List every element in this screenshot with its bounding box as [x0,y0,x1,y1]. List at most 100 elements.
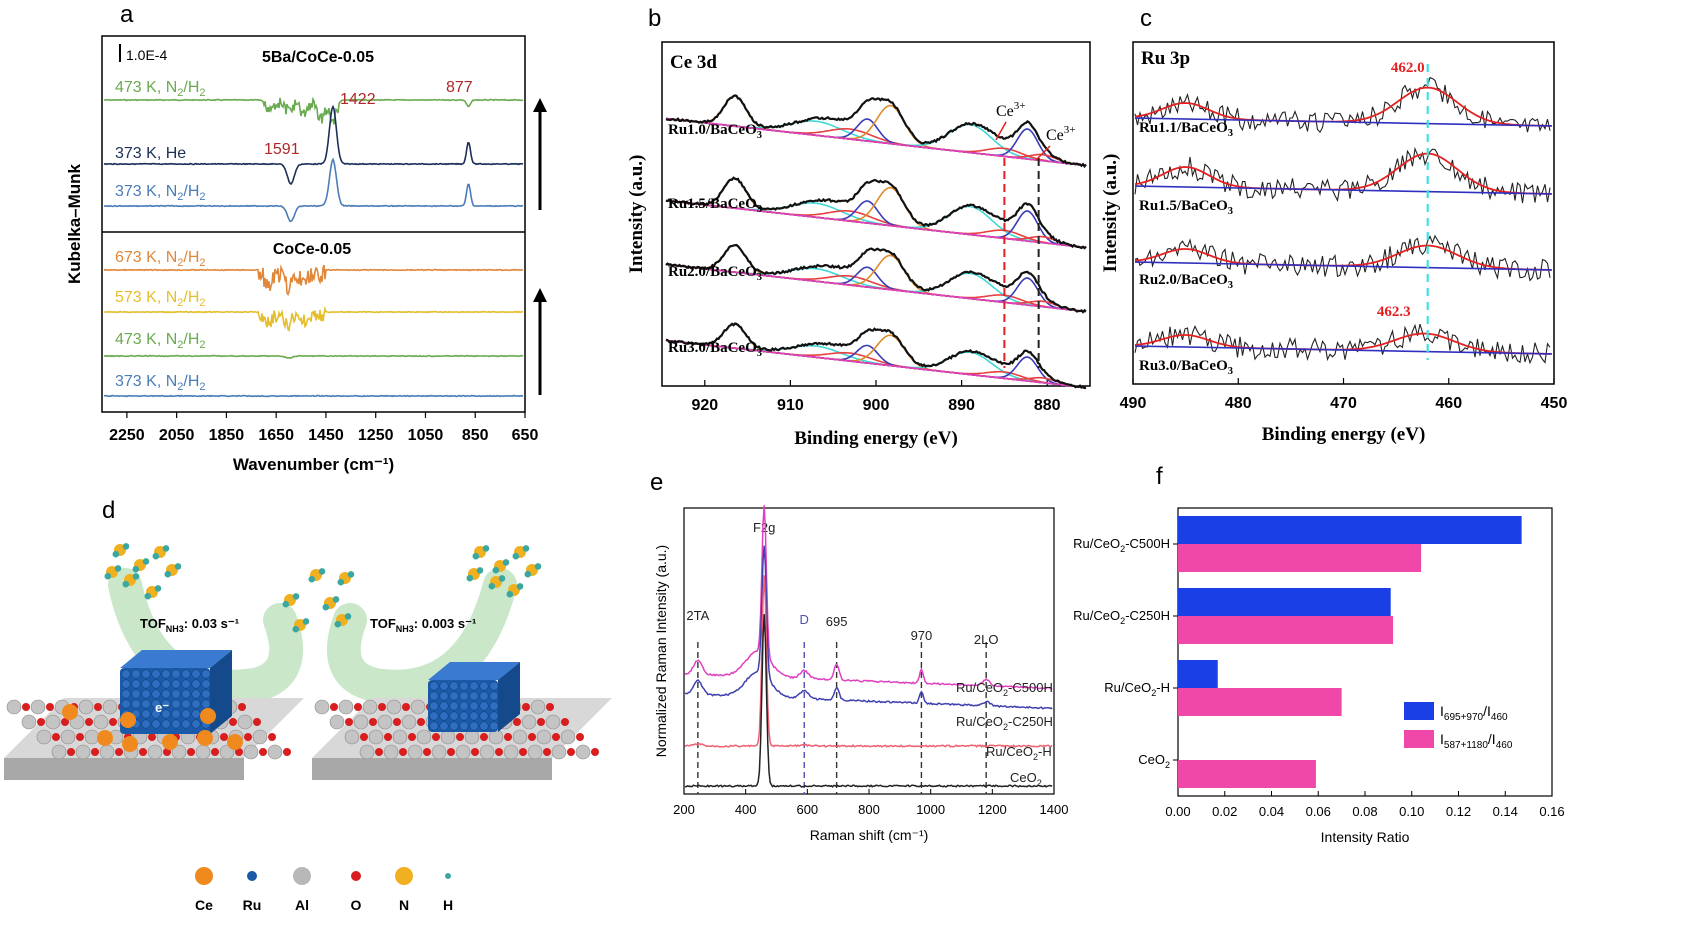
support-atom-o [447,748,455,756]
series-label: Ru1.1/BaCeO3 [1139,120,1233,139]
support-atom-al [377,714,393,730]
ru-atom [479,721,489,731]
support-atom-al [401,714,417,730]
peak-annotation: 877 [446,79,473,96]
peak-label: 2TA [686,608,709,623]
series-label: Ru/CeO2-C250H [956,714,1053,732]
series-label: Ru1.0/BaCeO3 [668,122,762,141]
y-tick-label: CeO2 [1138,752,1170,770]
ru-atom [161,699,171,709]
series-label: Ru/CeO2-C500H [956,680,1053,698]
text-tail: -H [1038,744,1052,759]
text-subscript: 3 [1228,128,1233,139]
fit-background [1134,117,1553,127]
text-main: 673 K, N [115,249,177,266]
molecule-atom [502,559,510,566]
support-atom-al [503,744,519,760]
series-label: CeO2 [1010,770,1042,788]
x-axis-title: Raman shift (cm⁻¹) [810,827,929,843]
x-axis-title: Intensity Ratio [1321,829,1410,845]
support-atom-o [384,733,392,741]
ru-atom [439,701,449,711]
ru-atom [161,689,171,699]
support-atom-o [91,748,99,756]
text-main: /I [1488,731,1496,747]
text-subscript: 2 [1003,688,1008,698]
text-main: Ru3.0/BaCeO [1139,358,1228,374]
series-line [684,505,1053,690]
x-tick-label: 0.14 [1493,804,1518,819]
x-axis-title: Binding energy (eV) [794,428,958,449]
text-subscript: 2 [177,381,183,393]
support-atom-o [67,748,75,756]
y-axis-title: Intensity (a.u.) [1100,154,1121,273]
support-atom-o [148,733,156,741]
ce-atom [162,734,178,750]
ru-atom [201,699,211,709]
molecule-atom [142,558,150,565]
ru-atom [449,711,459,721]
support-atom-al [243,744,259,760]
tof-label: TOFNH3: 0.003 s⁻¹ [370,616,476,634]
text-subscript: 2 [1033,752,1038,762]
molecule-atom [318,568,326,575]
text-main: /H [183,183,199,200]
text-subscript: 2 [177,297,183,309]
fit-background [1134,345,1553,355]
text-main: 473 K, N [115,79,177,96]
legend-swatch [351,871,361,881]
ru-atom [429,721,439,731]
molecule-atom [347,571,355,578]
molecule-atom [492,566,500,574]
molecule-atom [162,545,170,552]
text-main: Ru2.0/BaCeO [1139,272,1228,288]
x-tick-label: 890 [948,397,975,414]
series-label: Ru1.5/BaCeO3 [668,196,762,215]
reaction-arc [326,568,517,704]
panel-label-e: e [650,469,663,496]
support-slab-side [312,758,552,780]
fit-background [665,117,1087,167]
text-subscript: 695+970 [1444,712,1484,723]
chart-title: Ce 3d [670,52,717,73]
ce-atom [120,712,136,728]
support-atom-o [22,703,30,711]
x-tick-label: 2250 [109,427,145,444]
x-tick-label: 460 [1435,395,1462,412]
support-atom-al [521,714,537,730]
y-axis-title: Intensity (a.u.) [626,155,647,274]
y-tick-label: Ru/CeO2-H [1104,680,1170,698]
ru-atom [171,689,181,699]
support-atom-al [416,729,432,745]
support-atom-o [495,748,503,756]
ce-atom [122,736,138,752]
text-main: Ru/CeO [956,680,1003,695]
x-tick-label: 0.10 [1399,804,1424,819]
text-main: Ru/CeO [986,744,1033,759]
ce-atom [62,704,78,720]
support-atom-o [360,733,368,741]
molecule-atom [302,618,310,625]
support-atom-o [546,703,554,711]
ru-atom [181,689,191,699]
panel-d-schematic: TOFNH3: 0.03 s⁻¹ TOFNH3: 0.003 s⁻¹e⁻Ce Ru A… [4,543,612,913]
ru-atom [489,681,499,691]
support-atom-o [268,733,276,741]
ru-atom [161,709,171,719]
ru-atom [171,679,181,689]
support-atom-al [407,744,423,760]
text-main: Ru1.1/BaCeO [1139,120,1228,136]
annotation-pointer [995,121,1007,141]
ru-atom [429,711,439,721]
legend-swatch [445,873,451,879]
ru-atom [161,719,171,729]
support-atom-al [359,744,375,760]
text-main: Ru1.0/BaCeO [668,122,757,138]
group-title: CoCe-0.05 [273,241,351,258]
series-label: Ru3.0/BaCeO3 [668,340,762,359]
x-tick-label: 850 [462,427,489,444]
x-tick-label: 490 [1120,395,1147,412]
series-label: Ru1.5/BaCeO3 [1139,198,1233,217]
ru-cluster-side [210,650,232,734]
plot-frame [101,35,526,413]
